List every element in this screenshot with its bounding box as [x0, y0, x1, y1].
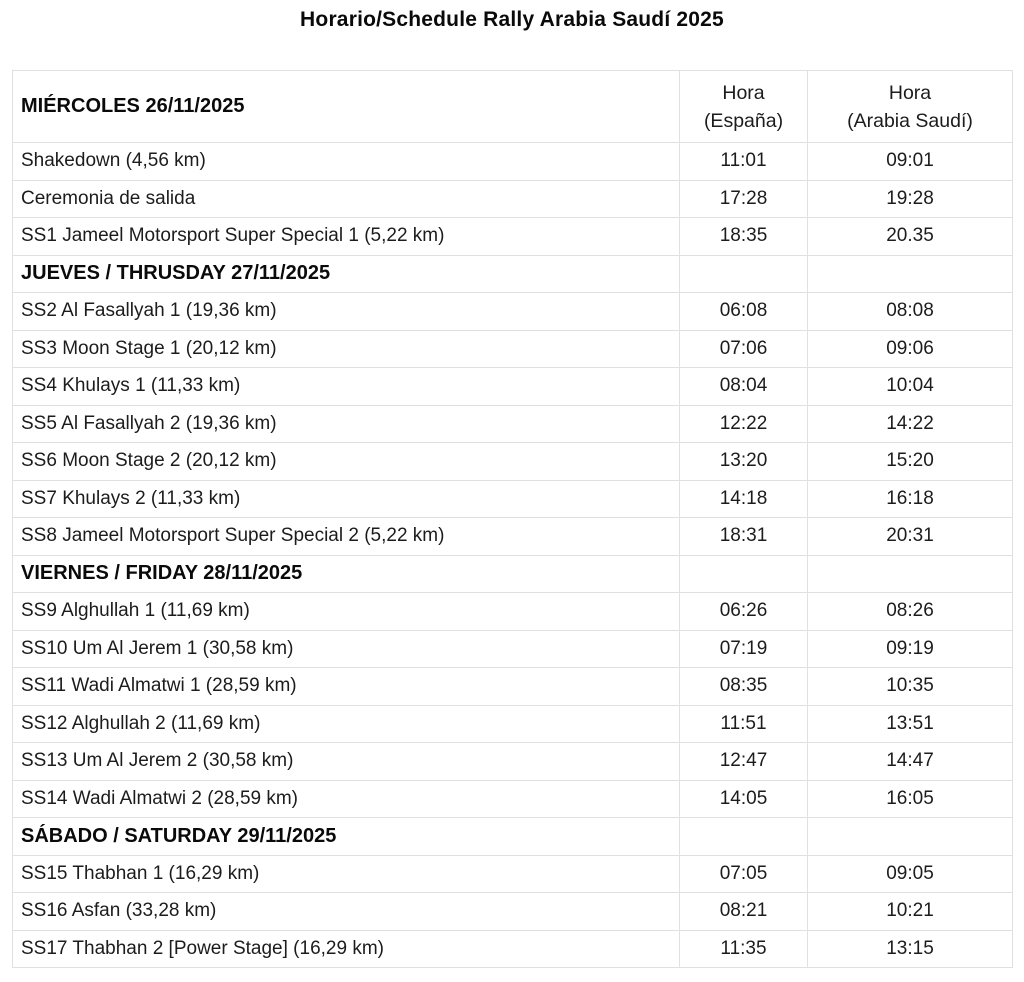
- time-spain-cell: [679, 817, 808, 856]
- event-cell: Shakedown (4,56 km): [12, 142, 680, 181]
- table-row: Ceremonia de salida 17:28 19:28: [12, 179, 1013, 218]
- event-cell: SS7 Khulays 2 (11,33 km): [12, 479, 680, 518]
- table-row: SS17 Thabhan 2 [Power Stage] (16,29 km) …: [12, 929, 1013, 968]
- event-cell: SS14 Wadi Almatwi 2 (28,59 km): [12, 779, 680, 818]
- table-row: Shakedown (4,56 km) 11:01 09:01: [12, 142, 1013, 181]
- table-row: SS13 Um Al Jerem 2 (30,58 km) 12:47 14:4…: [12, 742, 1013, 781]
- time-saudi-cell: 08:08: [807, 292, 1013, 331]
- table-header-row: MIÉRCOLES 26/11/2025 Hora (España) Hora (A…: [12, 70, 1013, 143]
- header-col-saudi-line2: (Arabia Saudí): [847, 109, 973, 132]
- time-saudi-cell: 15:20: [807, 442, 1013, 481]
- time-saudi-cell: 13:15: [807, 929, 1013, 968]
- table-row: SS15 Thabhan 1 (16,29 km) 07:05 09:05: [12, 854, 1013, 893]
- event-cell: SS12 Alghullah 2 (11,69 km): [12, 704, 680, 743]
- time-saudi-cell: 10:21: [807, 892, 1013, 931]
- time-saudi-cell: 20.35: [807, 217, 1013, 256]
- table-row: SS7 Khulays 2 (11,33 km) 14:18 16:18: [12, 479, 1013, 518]
- header-col-saudi-line1: Hora: [888, 81, 932, 104]
- header-col-spain-line2: (España): [703, 109, 784, 132]
- header-col-spain-line1: Hora: [722, 81, 765, 104]
- table-row: SS14 Wadi Almatwi 2 (28,59 km) 14:05 16:…: [12, 779, 1013, 818]
- time-spain-cell: 08:21: [679, 892, 808, 931]
- event-cell: SS2 Al Fasallyah 1 (19,36 km): [12, 292, 680, 331]
- section-row: JUEVES / THRUSDAY 27/11/2025: [12, 254, 1013, 293]
- time-spain-cell: 14:05: [679, 779, 808, 818]
- event-cell: SS5 Al Fasallyah 2 (19,36 km): [12, 404, 680, 443]
- event-cell: SS6 Moon Stage 2 (20,12 km): [12, 442, 680, 481]
- table-row: SS5 Al Fasallyah 2 (19,36 km) 12:22 14:2…: [12, 404, 1013, 443]
- time-saudi-cell: [807, 817, 1013, 856]
- event-cell: SS1 Jameel Motorsport Super Special 1 (5…: [12, 217, 680, 256]
- time-saudi-cell: 09:19: [807, 629, 1013, 668]
- table-row: SS9 Alghullah 1 (11,69 km) 06:26 08:26: [12, 592, 1013, 631]
- time-saudi-cell: 13:51: [807, 704, 1013, 743]
- section-row: VIERNES / FRIDAY 28/11/2025: [12, 554, 1013, 593]
- time-saudi-cell: [807, 554, 1013, 593]
- time-spain-cell: 06:08: [679, 292, 808, 331]
- time-spain-cell: 08:35: [679, 667, 808, 706]
- page-title: Horario/Schedule Rally Arabia Saudí 2025: [300, 8, 724, 31]
- event-cell: SS13 Um Al Jerem 2 (30,58 km): [12, 742, 680, 781]
- event-cell: SS10 Um Al Jerem 1 (30,58 km): [12, 629, 680, 668]
- time-saudi-cell: 16:05: [807, 779, 1013, 818]
- time-saudi-cell: 14:22: [807, 404, 1013, 443]
- time-spain-cell: 12:47: [679, 742, 808, 781]
- time-spain-cell: 07:06: [679, 329, 808, 368]
- event-cell: SS17 Thabhan 2 [Power Stage] (16,29 km): [12, 929, 680, 968]
- time-spain-cell: 14:18: [679, 479, 808, 518]
- time-saudi-cell: 10:04: [807, 367, 1013, 406]
- time-spain-cell: [679, 254, 808, 293]
- section-day-label: JUEVES / THRUSDAY 27/11/2025: [12, 254, 680, 293]
- time-saudi-cell: 09:01: [807, 142, 1013, 181]
- section-day-label: VIERNES / FRIDAY 28/11/2025: [12, 554, 680, 593]
- table-row: SS16 Asfan (33,28 km) 08:21 10:21: [12, 892, 1013, 931]
- event-cell: SS15 Thabhan 1 (16,29 km): [12, 854, 680, 893]
- table-row: SS10 Um Al Jerem 1 (30,58 km) 07:19 09:1…: [12, 629, 1013, 668]
- event-cell: Ceremonia de salida: [12, 179, 680, 218]
- time-saudi-cell: 10:35: [807, 667, 1013, 706]
- table-row: SS6 Moon Stage 2 (20,12 km) 13:20 15:20: [12, 442, 1013, 481]
- event-cell: SS16 Asfan (33,28 km): [12, 892, 680, 931]
- event-cell: SS9 Alghullah 1 (11,69 km): [12, 592, 680, 631]
- time-saudi-cell: 19:28: [807, 179, 1013, 218]
- table-row: SS8 Jameel Motorsport Super Special 2 (5…: [12, 517, 1013, 556]
- time-spain-cell: 11:35: [679, 929, 808, 968]
- time-spain-cell: 12:22: [679, 404, 808, 443]
- time-saudi-cell: 08:26: [807, 592, 1013, 631]
- time-saudi-cell: 20:31: [807, 517, 1013, 556]
- table-row: SS12 Alghullah 2 (11,69 km) 11:51 13:51: [12, 704, 1013, 743]
- time-spain-cell: 18:35: [679, 217, 808, 256]
- table-row: SS1 Jameel Motorsport Super Special 1 (5…: [12, 217, 1013, 256]
- time-spain-cell: 07:19: [679, 629, 808, 668]
- time-spain-cell: 11:51: [679, 704, 808, 743]
- time-saudi-cell: 16:18: [807, 479, 1013, 518]
- time-saudi-cell: [807, 254, 1013, 293]
- time-spain-cell: 11:01: [679, 142, 808, 181]
- table-row: SS3 Moon Stage 1 (20,12 km) 07:06 09:06: [12, 329, 1013, 368]
- event-cell: SS4 Khulays 1 (11,33 km): [12, 367, 680, 406]
- time-spain-cell: 07:05: [679, 854, 808, 893]
- section-row: SÁBADO / SATURDAY 29/11/2025: [12, 817, 1013, 856]
- time-saudi-cell: 09:06: [807, 329, 1013, 368]
- table-row: SS4 Khulays 1 (11,33 km) 08:04 10:04: [12, 367, 1013, 406]
- section-day-label: SÁBADO / SATURDAY 29/11/2025: [12, 817, 680, 856]
- time-spain-cell: 06:26: [679, 592, 808, 631]
- time-spain-cell: [679, 554, 808, 593]
- header-day-cell: MIÉRCOLES 26/11/2025: [12, 70, 680, 143]
- header-col-spain: Hora (España): [679, 70, 808, 143]
- event-cell: SS11 Wadi Almatwi 1 (28,59 km): [12, 667, 680, 706]
- table-row: SS11 Wadi Almatwi 1 (28,59 km) 08:35 10:…: [12, 667, 1013, 706]
- time-saudi-cell: 14:47: [807, 742, 1013, 781]
- event-cell: SS8 Jameel Motorsport Super Special 2 (5…: [12, 517, 680, 556]
- time-spain-cell: 08:04: [679, 367, 808, 406]
- schedule-table: MIÉRCOLES 26/11/2025 Hora (España) Hora (A…: [12, 70, 1013, 968]
- time-saudi-cell: 09:05: [807, 854, 1013, 893]
- event-cell: SS3 Moon Stage 1 (20,12 km): [12, 329, 680, 368]
- time-spain-cell: 18:31: [679, 517, 808, 556]
- table-row: SS2 Al Fasallyah 1 (19,36 km) 06:08 08:0…: [12, 292, 1013, 331]
- time-spain-cell: 17:28: [679, 179, 808, 218]
- header-col-saudi: Hora (Arabia Saudí): [807, 70, 1013, 143]
- time-spain-cell: 13:20: [679, 442, 808, 481]
